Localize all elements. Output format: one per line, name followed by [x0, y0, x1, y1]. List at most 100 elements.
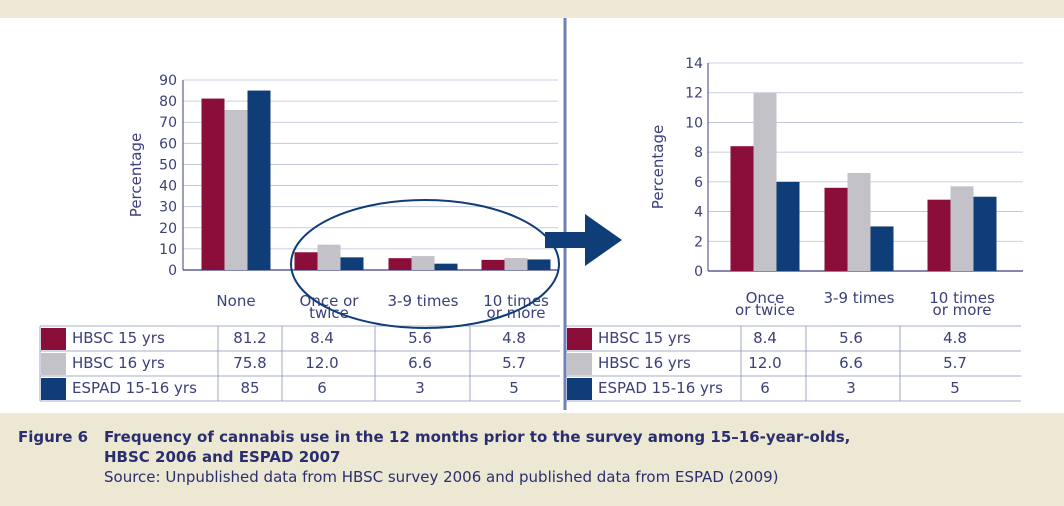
bar — [388, 258, 412, 270]
data-table: HBSC 15 yrs 81.2 8.4 5.6 4.8 HBSC 16 yrs 75.8 1… — [39, 325, 560, 402]
table-cell: 5.6 — [408, 329, 432, 347]
y-tick-label: 20 — [159, 221, 177, 237]
table-cell: 85 — [240, 379, 259, 397]
data-table: HBSC 15 yrs 8.4 5.6 4.8 HBSC 16 yrs 12.0 6.6 5.… — [565, 325, 1021, 402]
bar — [950, 186, 974, 271]
y-tick-label: 6 — [694, 175, 703, 191]
bar — [201, 98, 225, 270]
y-tick-label: 10 — [159, 242, 177, 258]
table-cell: 5.6 — [839, 329, 863, 347]
table-cell: 5.7 — [943, 354, 967, 372]
y-tick-label: 50 — [159, 157, 177, 173]
table-cell: 4.8 — [502, 329, 526, 347]
caption-band — [0, 413, 1064, 506]
category-label: or twice — [735, 301, 795, 319]
y-tick-label: 10 — [685, 115, 703, 131]
bar — [247, 90, 271, 270]
bar — [224, 109, 248, 270]
table-cell: 6.6 — [839, 354, 863, 372]
table-cell: 81.2 — [233, 329, 266, 347]
category-label: None — [216, 292, 255, 310]
zoom-arrow — [545, 214, 622, 266]
y-tick-label: 90 — [159, 73, 177, 89]
bar — [434, 263, 458, 270]
annotations — [290, 18, 622, 410]
y-tick-label: 60 — [159, 136, 177, 152]
bar — [776, 181, 800, 271]
table-cell: 5 — [509, 379, 519, 397]
y-tick-label: 14 — [685, 56, 703, 72]
y-tick-label: 0 — [168, 263, 177, 279]
table-cell: 12.0 — [748, 354, 781, 372]
bar — [411, 256, 435, 270]
category-label: 10 times — [929, 289, 995, 307]
legend-label: ESPAD 15-16 yrs — [72, 379, 197, 397]
bar — [504, 257, 528, 270]
bar — [730, 146, 754, 271]
y-tick-label: 30 — [159, 200, 177, 216]
y-tick-label: 8 — [694, 145, 703, 161]
bar — [294, 252, 318, 270]
legend-label: HBSC 16 yrs — [72, 354, 165, 372]
table-cell: 8.4 — [310, 329, 334, 347]
legend-swatch — [41, 378, 66, 400]
y-tick-label: 70 — [159, 115, 177, 131]
legend-swatch — [567, 378, 592, 400]
y-axis-label: Percentage — [127, 133, 145, 217]
table-cell: 6.6 — [408, 354, 432, 372]
y-tick-label: 12 — [685, 86, 703, 102]
category-label: Once — [746, 289, 785, 307]
bar — [870, 226, 894, 271]
table-cell: 5.7 — [502, 354, 526, 372]
table-cell: 12.0 — [305, 354, 338, 372]
table-cell: 6 — [760, 379, 770, 397]
legend-swatch — [567, 353, 592, 375]
table-cell: 3 — [415, 379, 425, 397]
category-label: 10 times — [483, 292, 549, 310]
top-band — [0, 0, 1064, 18]
category-label: or more — [933, 301, 992, 319]
figure-title-line2: HBSC 2006 and ESPAD 2007 — [104, 448, 341, 466]
highlight-ellipse — [290, 199, 560, 329]
category-label: twice — [309, 304, 349, 322]
legend-swatch — [567, 328, 592, 350]
category-label: Once or — [300, 292, 360, 310]
left-chart: 0 10 20 30 40 50 60 70 80 90 Percentage None Once or… — [39, 73, 560, 402]
figure-source: Source: Unpublished data from HBSC surve… — [104, 468, 779, 486]
figure-title-line1: Frequency of cannabis use in the 12 mont… — [104, 428, 851, 446]
table-cell: 3 — [846, 379, 856, 397]
legend-label: HBSC 15 yrs — [598, 329, 691, 347]
legend-swatch — [41, 328, 66, 350]
y-tick-label: 40 — [159, 179, 177, 195]
bar — [847, 172, 871, 271]
bar — [973, 196, 997, 271]
y-tick-label: 4 — [694, 205, 703, 221]
legend-label: HBSC 15 yrs — [72, 329, 165, 347]
chart-panel — [3, 18, 1060, 413]
table-cell: 5 — [950, 379, 960, 397]
legend-swatch — [41, 353, 66, 375]
y-tick-label: 2 — [694, 234, 703, 250]
table-cell: 75.8 — [233, 354, 266, 372]
bar — [481, 259, 505, 270]
table-cell: 8.4 — [753, 329, 777, 347]
y-tick-label: 80 — [159, 94, 177, 110]
category-label: 3-9 times — [388, 292, 459, 310]
figure-label: Figure 6 — [18, 428, 89, 446]
bar — [927, 199, 951, 271]
bar — [753, 92, 777, 271]
y-tick-label: 0 — [694, 264, 703, 280]
legend-label: ESPAD 15-16 yrs — [598, 379, 723, 397]
category-label: 3-9 times — [824, 289, 895, 307]
table-cell: 6 — [317, 379, 327, 397]
bar — [317, 244, 341, 270]
table-cell: 4.8 — [943, 329, 967, 347]
bar — [527, 259, 551, 270]
legend-label: HBSC 16 yrs — [598, 354, 691, 372]
bar — [824, 187, 848, 271]
y-axis-label: Percentage — [649, 125, 667, 209]
bar — [340, 257, 364, 270]
